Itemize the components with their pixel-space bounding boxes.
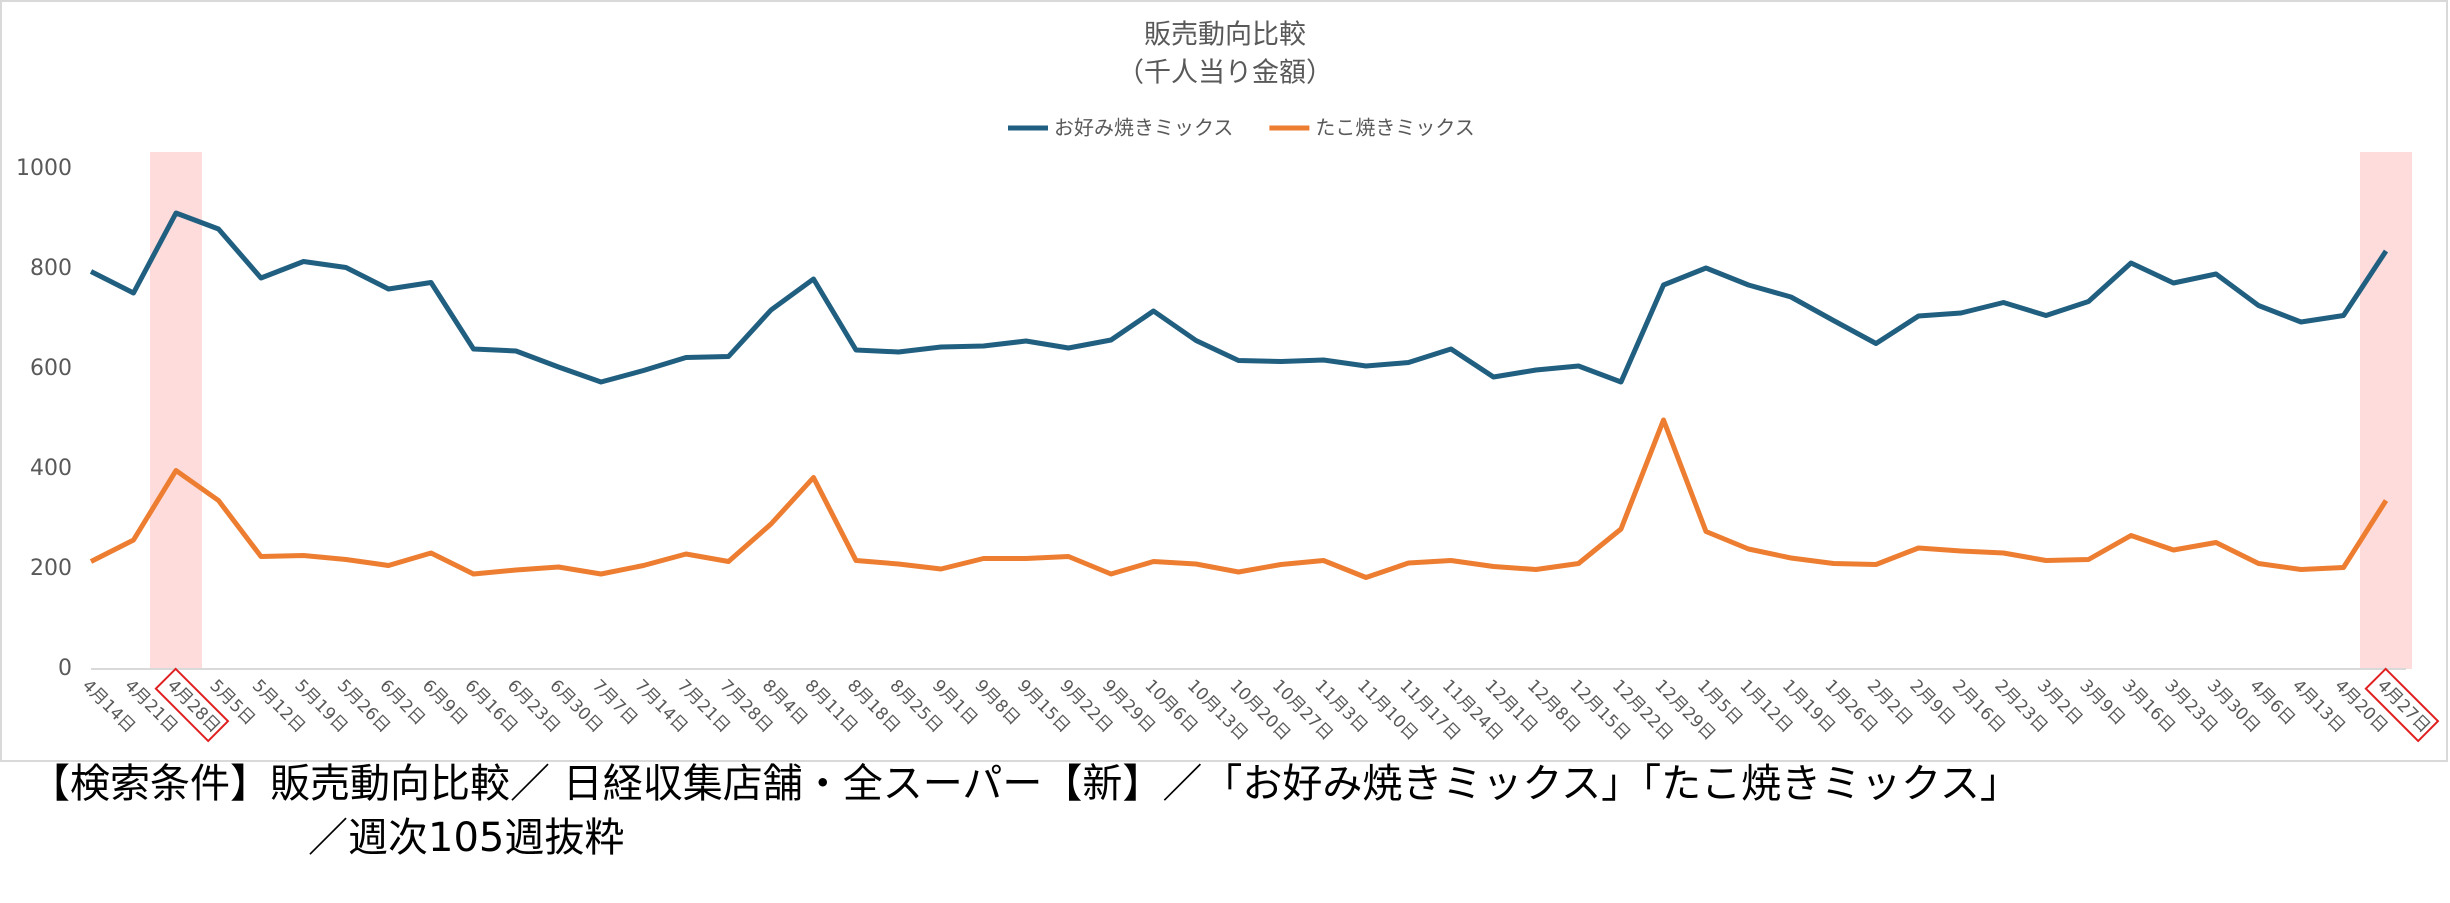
highlight-band	[150, 152, 202, 669]
y-tick-label: 200	[30, 556, 72, 581]
legend-label: お好み焼きミックス	[1054, 116, 1233, 140]
footnote: 【検索条件】販売動向比較／ 日経収集店舗・全スーパー【新】／「お好み焼きミックス…	[30, 761, 2020, 807]
y-tick-label: 800	[30, 256, 72, 281]
legend-label: たこ焼きミックス	[1315, 116, 1474, 140]
series-line	[89, 417, 2389, 580]
footnote: ／週次105週抜粋	[308, 815, 624, 861]
series-line	[89, 210, 2389, 385]
y-tick-label: 1000	[16, 156, 72, 181]
chart-title: 販売動向比較	[1144, 20, 1306, 51]
highlight-box	[154, 667, 230, 743]
y-tick-label: 0	[58, 656, 72, 681]
chart-subtitle: （千人当り金額）	[1117, 58, 1333, 89]
y-tick-label: 600	[30, 356, 72, 381]
highlight-band	[2360, 152, 2412, 669]
chart-frame	[0, 0, 2448, 762]
y-tick-label: 400	[30, 456, 72, 481]
highlight-box	[2364, 667, 2440, 743]
